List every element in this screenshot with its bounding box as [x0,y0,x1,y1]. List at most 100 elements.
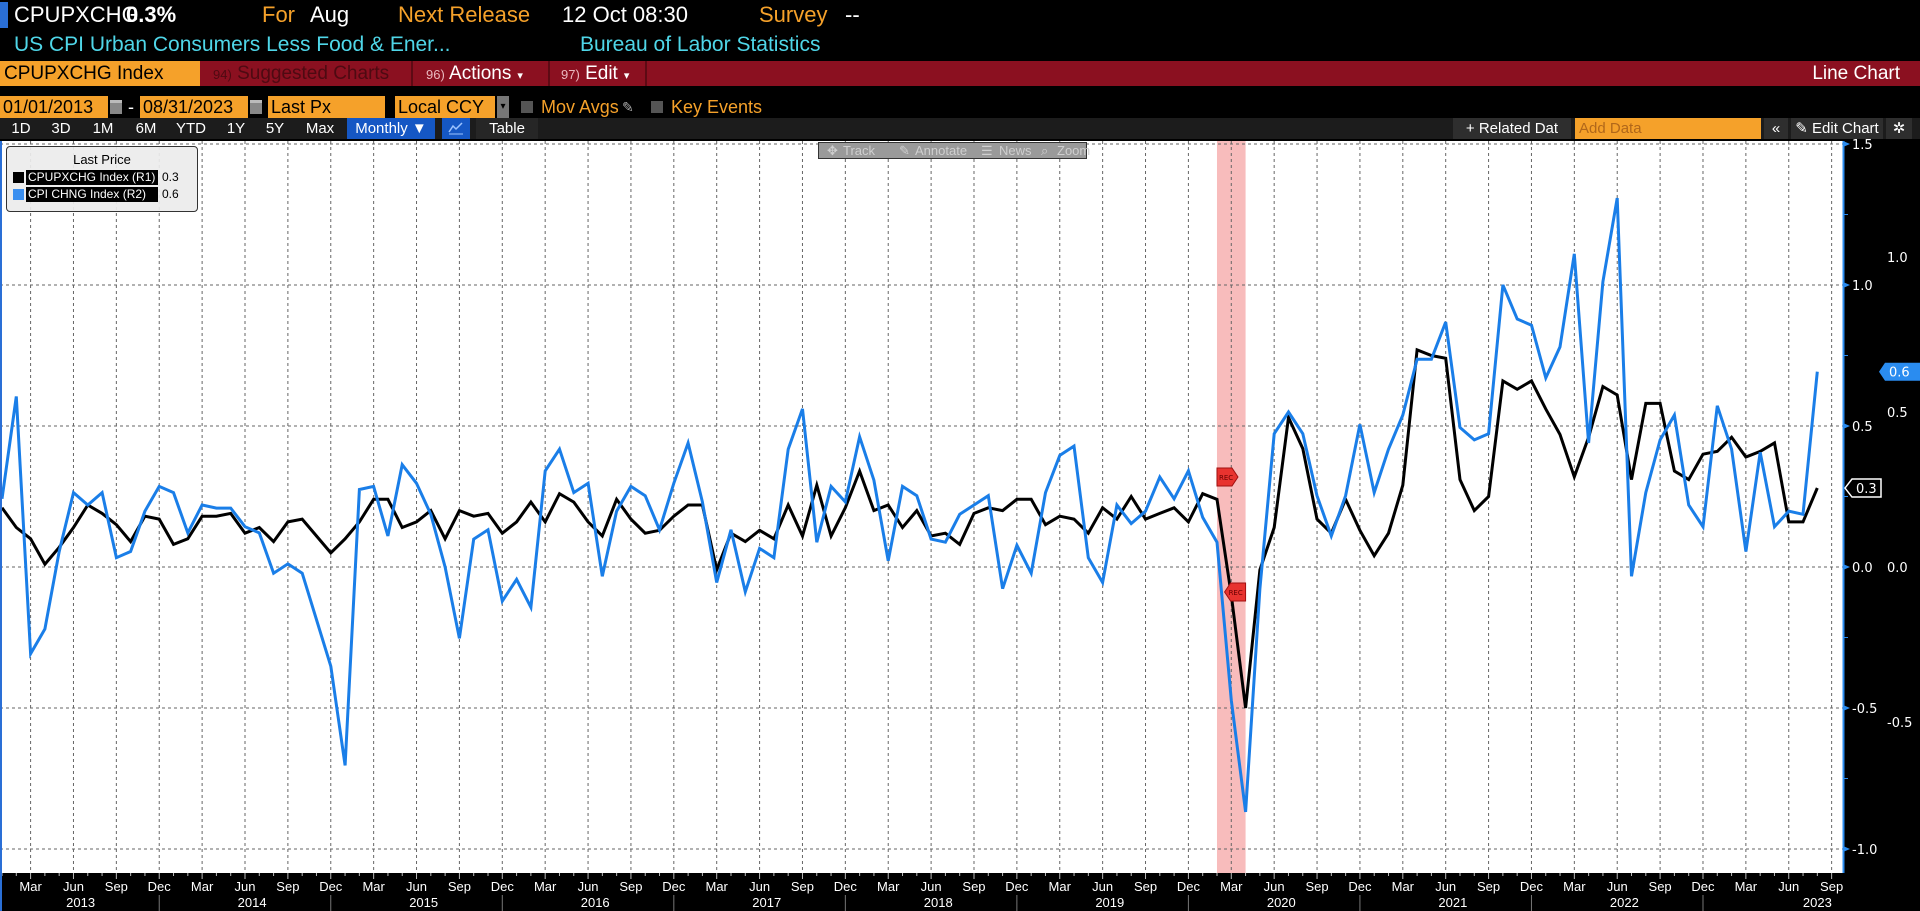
x-tick-label: Dec [1520,879,1544,894]
x-year-label: 2020 [1267,895,1296,910]
last-value-tag-r2 [1879,362,1920,381]
news-icon[interactable]: ☰ [981,143,993,158]
menu-bar: CPUPXCHG Index 94) Suggested Charts 96) … [0,61,1920,86]
x-year-label: 2013 [66,895,95,910]
legend-swatch-black [13,172,24,184]
frequency-dropdown[interactable]: Monthly ▼ [347,118,435,139]
last-value: 0.3% [126,2,177,27]
period-toolbar: 1D 3D 1M 6M YTD 1Y 5Y Max Monthly ▼ Tabl… [0,118,1920,139]
period-6m[interactable]: 6M [135,120,157,137]
r1-tick-pointer [1843,423,1850,429]
x-tick-label: Jun [1435,879,1456,894]
x-tick-label: Jun [578,879,599,894]
security-field[interactable]: CPUPXCHG Index [0,61,200,86]
start-date-input[interactable]: 01/01/2013 [0,96,108,118]
key-events-label[interactable]: Key Events [671,97,763,117]
zoom-tool[interactable]: Zoom [1057,143,1091,158]
panel-left-edge [0,141,2,911]
survey-value: -- [845,2,860,27]
r1-tick-pointer [1843,564,1850,570]
edit-label: Edit [585,63,618,84]
for-value: Aug [310,2,350,27]
r1-tick-pointer [1843,282,1850,288]
r1-tick-label: -1.0 [1852,843,1877,858]
x-year-label: 2023 [1803,895,1832,910]
r1-tick-pointer [1843,705,1850,711]
menu-number: 96) [426,67,445,82]
period-ytd[interactable]: YTD [176,120,206,137]
period-3d[interactable]: 3D [51,120,71,137]
x-tick-label: Sep [619,879,642,894]
suggested-charts-button[interactable]: 94) Suggested Charts [205,61,413,86]
collapse-icon[interactable]: « [1764,118,1788,139]
legend-item[interactable]: CPI CHNG Index (R2) 0.6 [13,187,179,202]
related-data-button[interactable]: + Related Dat [1453,118,1571,139]
x-tick-label: Sep [962,879,985,894]
r1-tick-label: -0.5 [1852,702,1877,717]
x-tick-label: Dec [1691,879,1715,894]
x-tick-label: Mar [1735,879,1758,894]
x-year-label: 2021 [1438,895,1467,910]
last-value-tag-r1-label: 0.3 [1856,482,1877,497]
series-line-cpi-chng[interactable] [0,197,1819,813]
news-tool[interactable]: News [999,143,1032,158]
legend-series-value: 0.6 [162,187,179,201]
security-description-row: US CPI Urban Consumers Less Food & Ener.… [0,32,1920,58]
x-tick-label: Jun [1264,879,1285,894]
field-select[interactable]: Last Px [268,96,385,118]
x-tick-label: Dec [834,879,858,894]
currency-select[interactable]: Local CCY [395,96,495,118]
edit-chart-button[interactable]: ✎ Edit Chart [1791,118,1883,139]
security-header: CPUPXCHG 0.3% For Aug Next Release 12 Oc… [0,0,1920,30]
last-value-tag-r2-label: 0.6 [1889,366,1910,381]
mov-avgs-checkbox[interactable] [521,101,533,113]
add-data-input[interactable]: Add Data [1575,118,1761,139]
mov-avgs-label[interactable]: Mov Avgs [541,97,619,117]
suggested-charts-label: Suggested Charts [237,63,390,84]
calendar-icon[interactable] [110,100,122,114]
period-5y[interactable]: 5Y [265,120,285,137]
menu-number: 97) [561,67,580,82]
actions-menu[interactable]: 96) Actions ▾ [418,61,550,86]
chart-legend[interactable]: Last Price CPUPXCHG Index (R1) 0.3 CPI CH… [6,146,198,212]
x-tick-label: Dec [1177,879,1201,894]
x-tick-label: Dec [1005,879,1029,894]
currency-dropdown-icon[interactable]: ▾ [497,96,509,118]
track-tool[interactable]: Track [843,143,876,158]
recession-start-marker[interactable] [1216,467,1239,487]
pencil-icon[interactable]: ✎ [899,143,910,158]
pencil-icon[interactable]: ✎ [622,99,634,115]
x-year-label: 2016 [581,895,610,910]
edit-menu[interactable]: 97) Edit ▾ [553,61,647,86]
x-year-label: 2015 [409,895,438,910]
x-tick-label: Mar [1392,879,1415,894]
annotate-tool[interactable]: Annotate [915,143,968,158]
crosshair-icon[interactable]: ✥ [827,143,838,158]
x-tick-label: Sep [105,879,128,894]
legend-item[interactable]: CPUPXCHG Index (R1) 0.3 [13,170,179,185]
gear-icon[interactable]: ✲ [1886,118,1912,139]
r1-tick-pointer [1843,846,1850,852]
period-max[interactable]: Max [305,120,335,137]
table-button[interactable]: Table [476,118,538,139]
x-tick-label: Jun [406,879,427,894]
x-tick-label: Dec [662,879,686,894]
x-tick-label: Mar [191,879,214,894]
period-1m[interactable]: 1M [92,120,114,137]
end-date-input[interactable]: 08/31/2023 [140,96,248,118]
x-tick-label: Jun [921,879,942,894]
key-events-checkbox[interactable] [651,101,663,113]
r2-tick-label: 1.0 [1887,251,1908,266]
line-chart-icon[interactable] [442,118,470,139]
x-tick-label: Sep [1305,879,1328,894]
recession-end-label: REC [1229,589,1243,597]
legend-series-name: CPUPXCHG Index (R1) [26,170,158,185]
magnifier-icon[interactable]: ⌕ [1041,143,1049,158]
legend-series-name: CPI CHNG Index (R2) [26,187,158,202]
series-line-cpupxchg[interactable] [0,347,1819,709]
period-1d[interactable]: 1D [11,120,31,137]
period-1y[interactable]: 1Y [226,120,246,137]
calendar-icon[interactable] [250,100,262,114]
recession-end-marker[interactable] [1223,582,1247,602]
